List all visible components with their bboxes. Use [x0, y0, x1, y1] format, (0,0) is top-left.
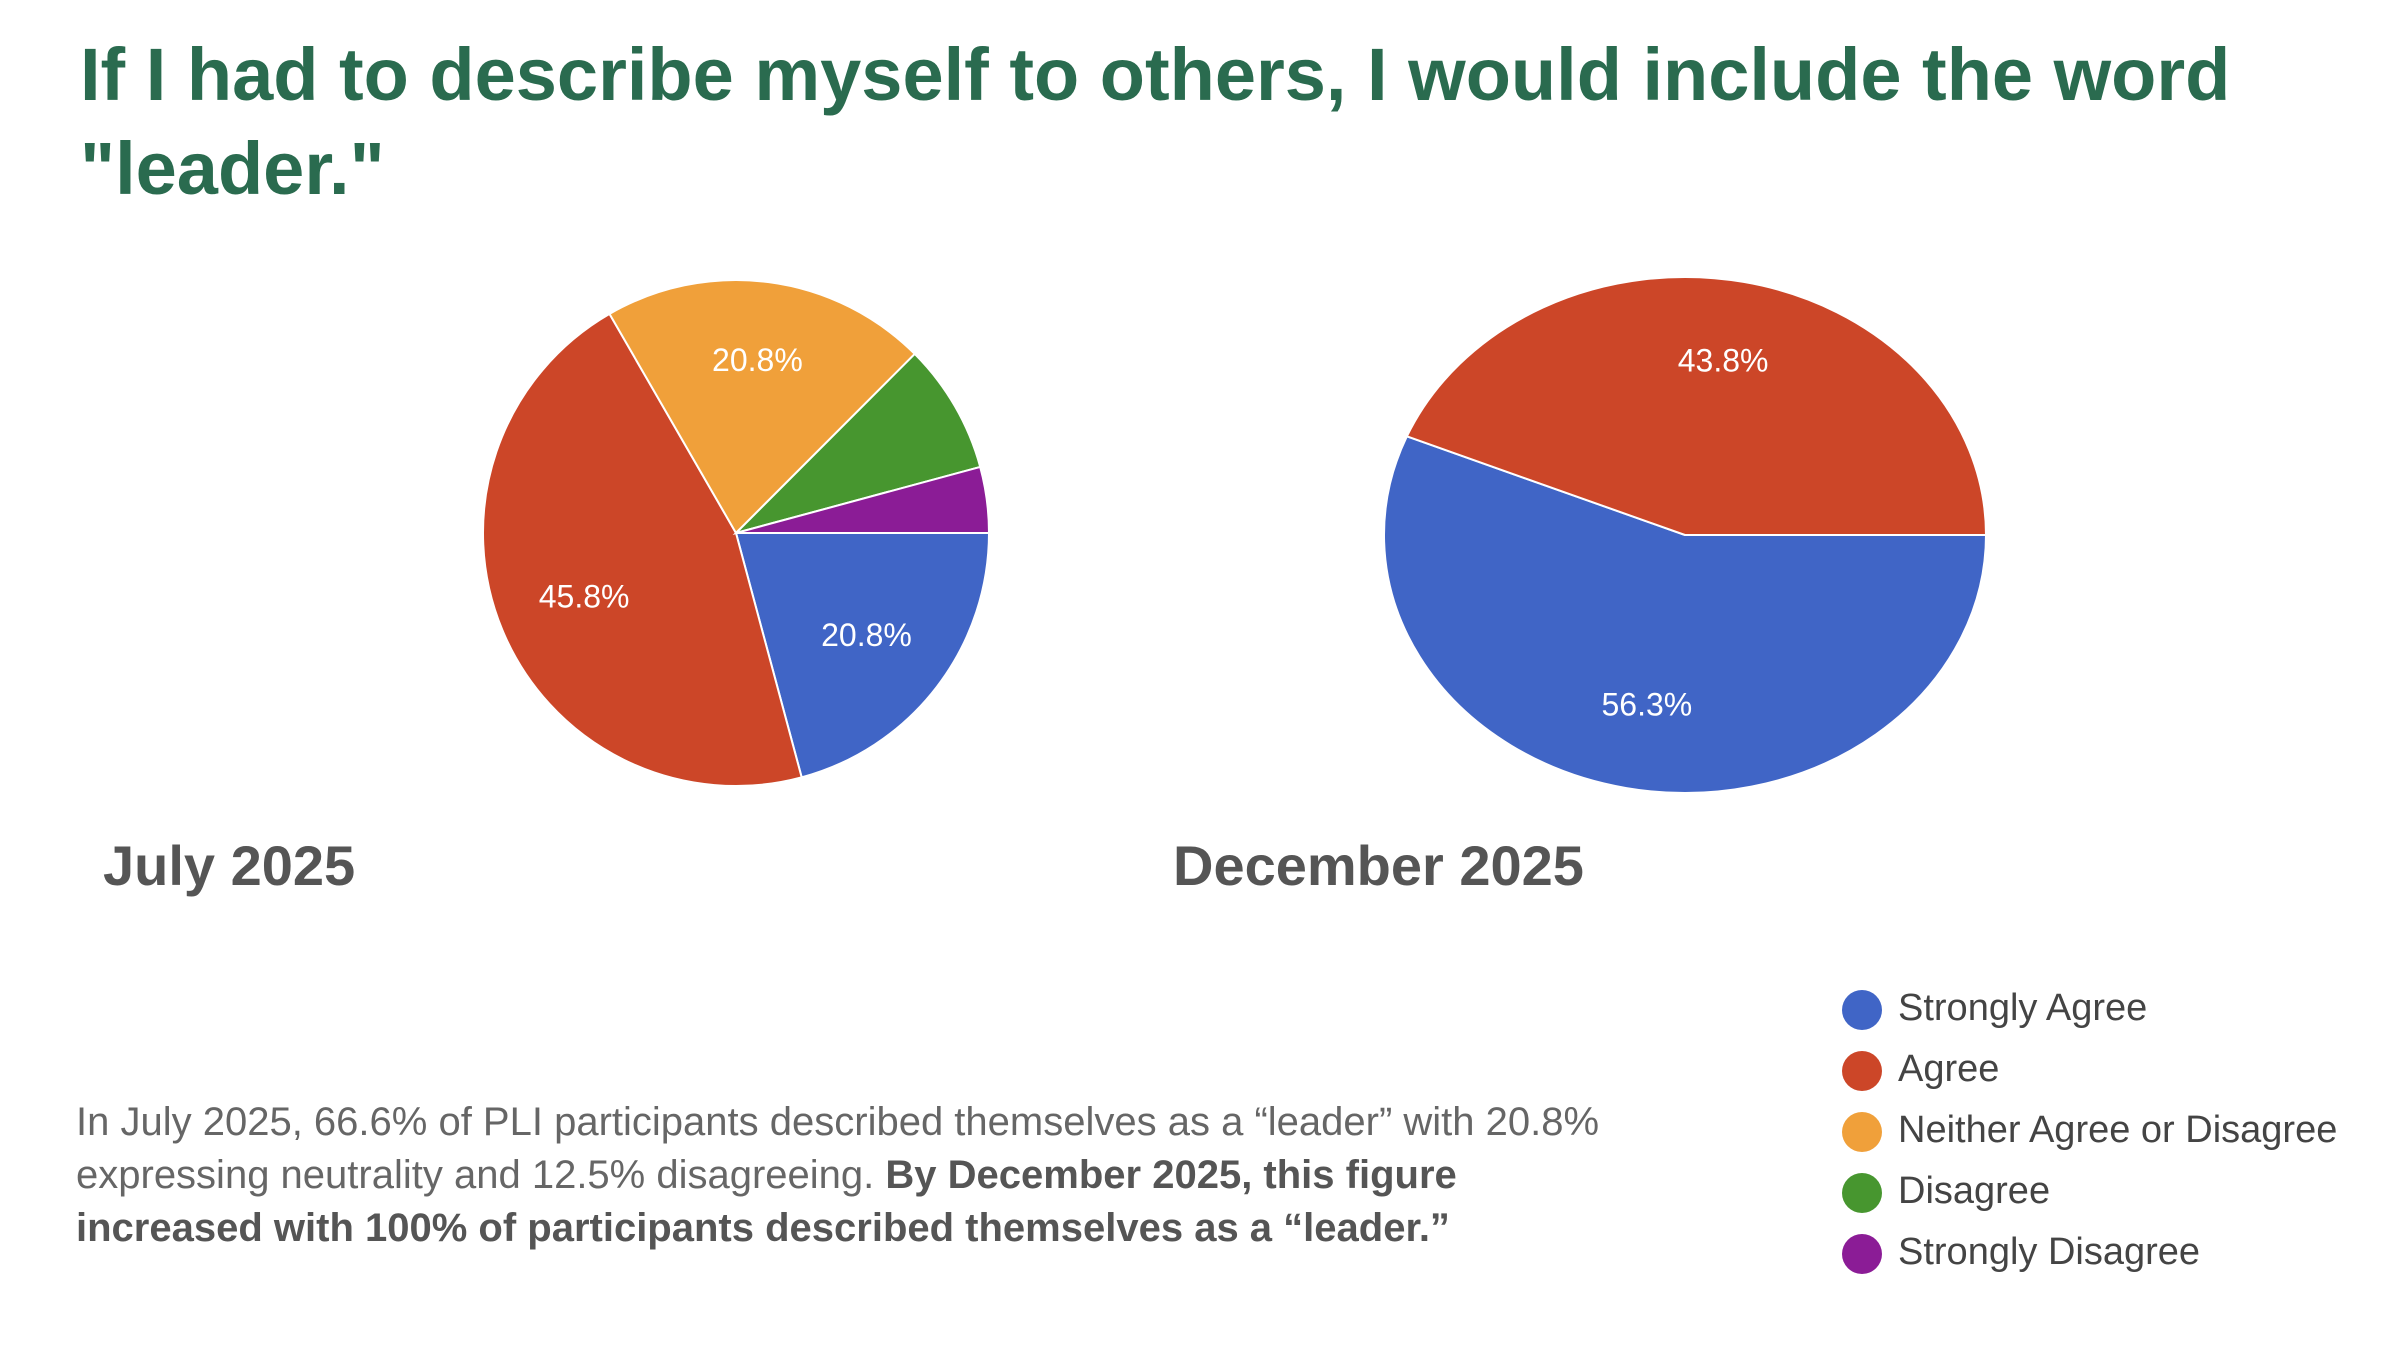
legend-swatch [1842, 1234, 1882, 1274]
note: In July 2025, 66.6% of PLI participants … [76, 1096, 1636, 1255]
page-title: If I had to describe myself to others, I… [80, 33, 2231, 210]
slice-label: 20.8% [821, 617, 912, 653]
chart-title: July 2025 [103, 834, 355, 897]
pie-slice [1383, 435, 1988, 795]
note-bold: By December 2025, this figure increased … [76, 1153, 1457, 1250]
pie-slice [734, 532, 991, 779]
chart-title: December 2025 [1173, 834, 1584, 897]
pie-slice [1405, 276, 1988, 536]
pie-slice [608, 279, 917, 535]
legend-swatch [1842, 1173, 1882, 1213]
slice-label: 45.8% [539, 578, 630, 614]
slice-label: 56.3% [1602, 687, 1693, 723]
pie-slice [732, 352, 982, 535]
pie-slice [482, 312, 803, 787]
legend-swatch [1842, 990, 1882, 1030]
slice-label: 20.8% [712, 342, 803, 378]
legend-label: Neither Agree or Disagree [1898, 1109, 2337, 1151]
legend-label: Strongly Disagree [1898, 1231, 2200, 1273]
pie-slice [735, 465, 991, 534]
legend-label: Disagree [1898, 1170, 2050, 1212]
legend-label: Strongly Agree [1898, 987, 2147, 1029]
legend-swatch [1842, 1051, 1882, 1091]
legend-swatch [1842, 1112, 1882, 1152]
legend-label: Agree [1898, 1048, 1999, 1090]
note-text: In July 2025, 66.6% of PLI participants … [76, 1100, 1600, 1197]
slice-label: 43.8% [1678, 342, 1769, 378]
